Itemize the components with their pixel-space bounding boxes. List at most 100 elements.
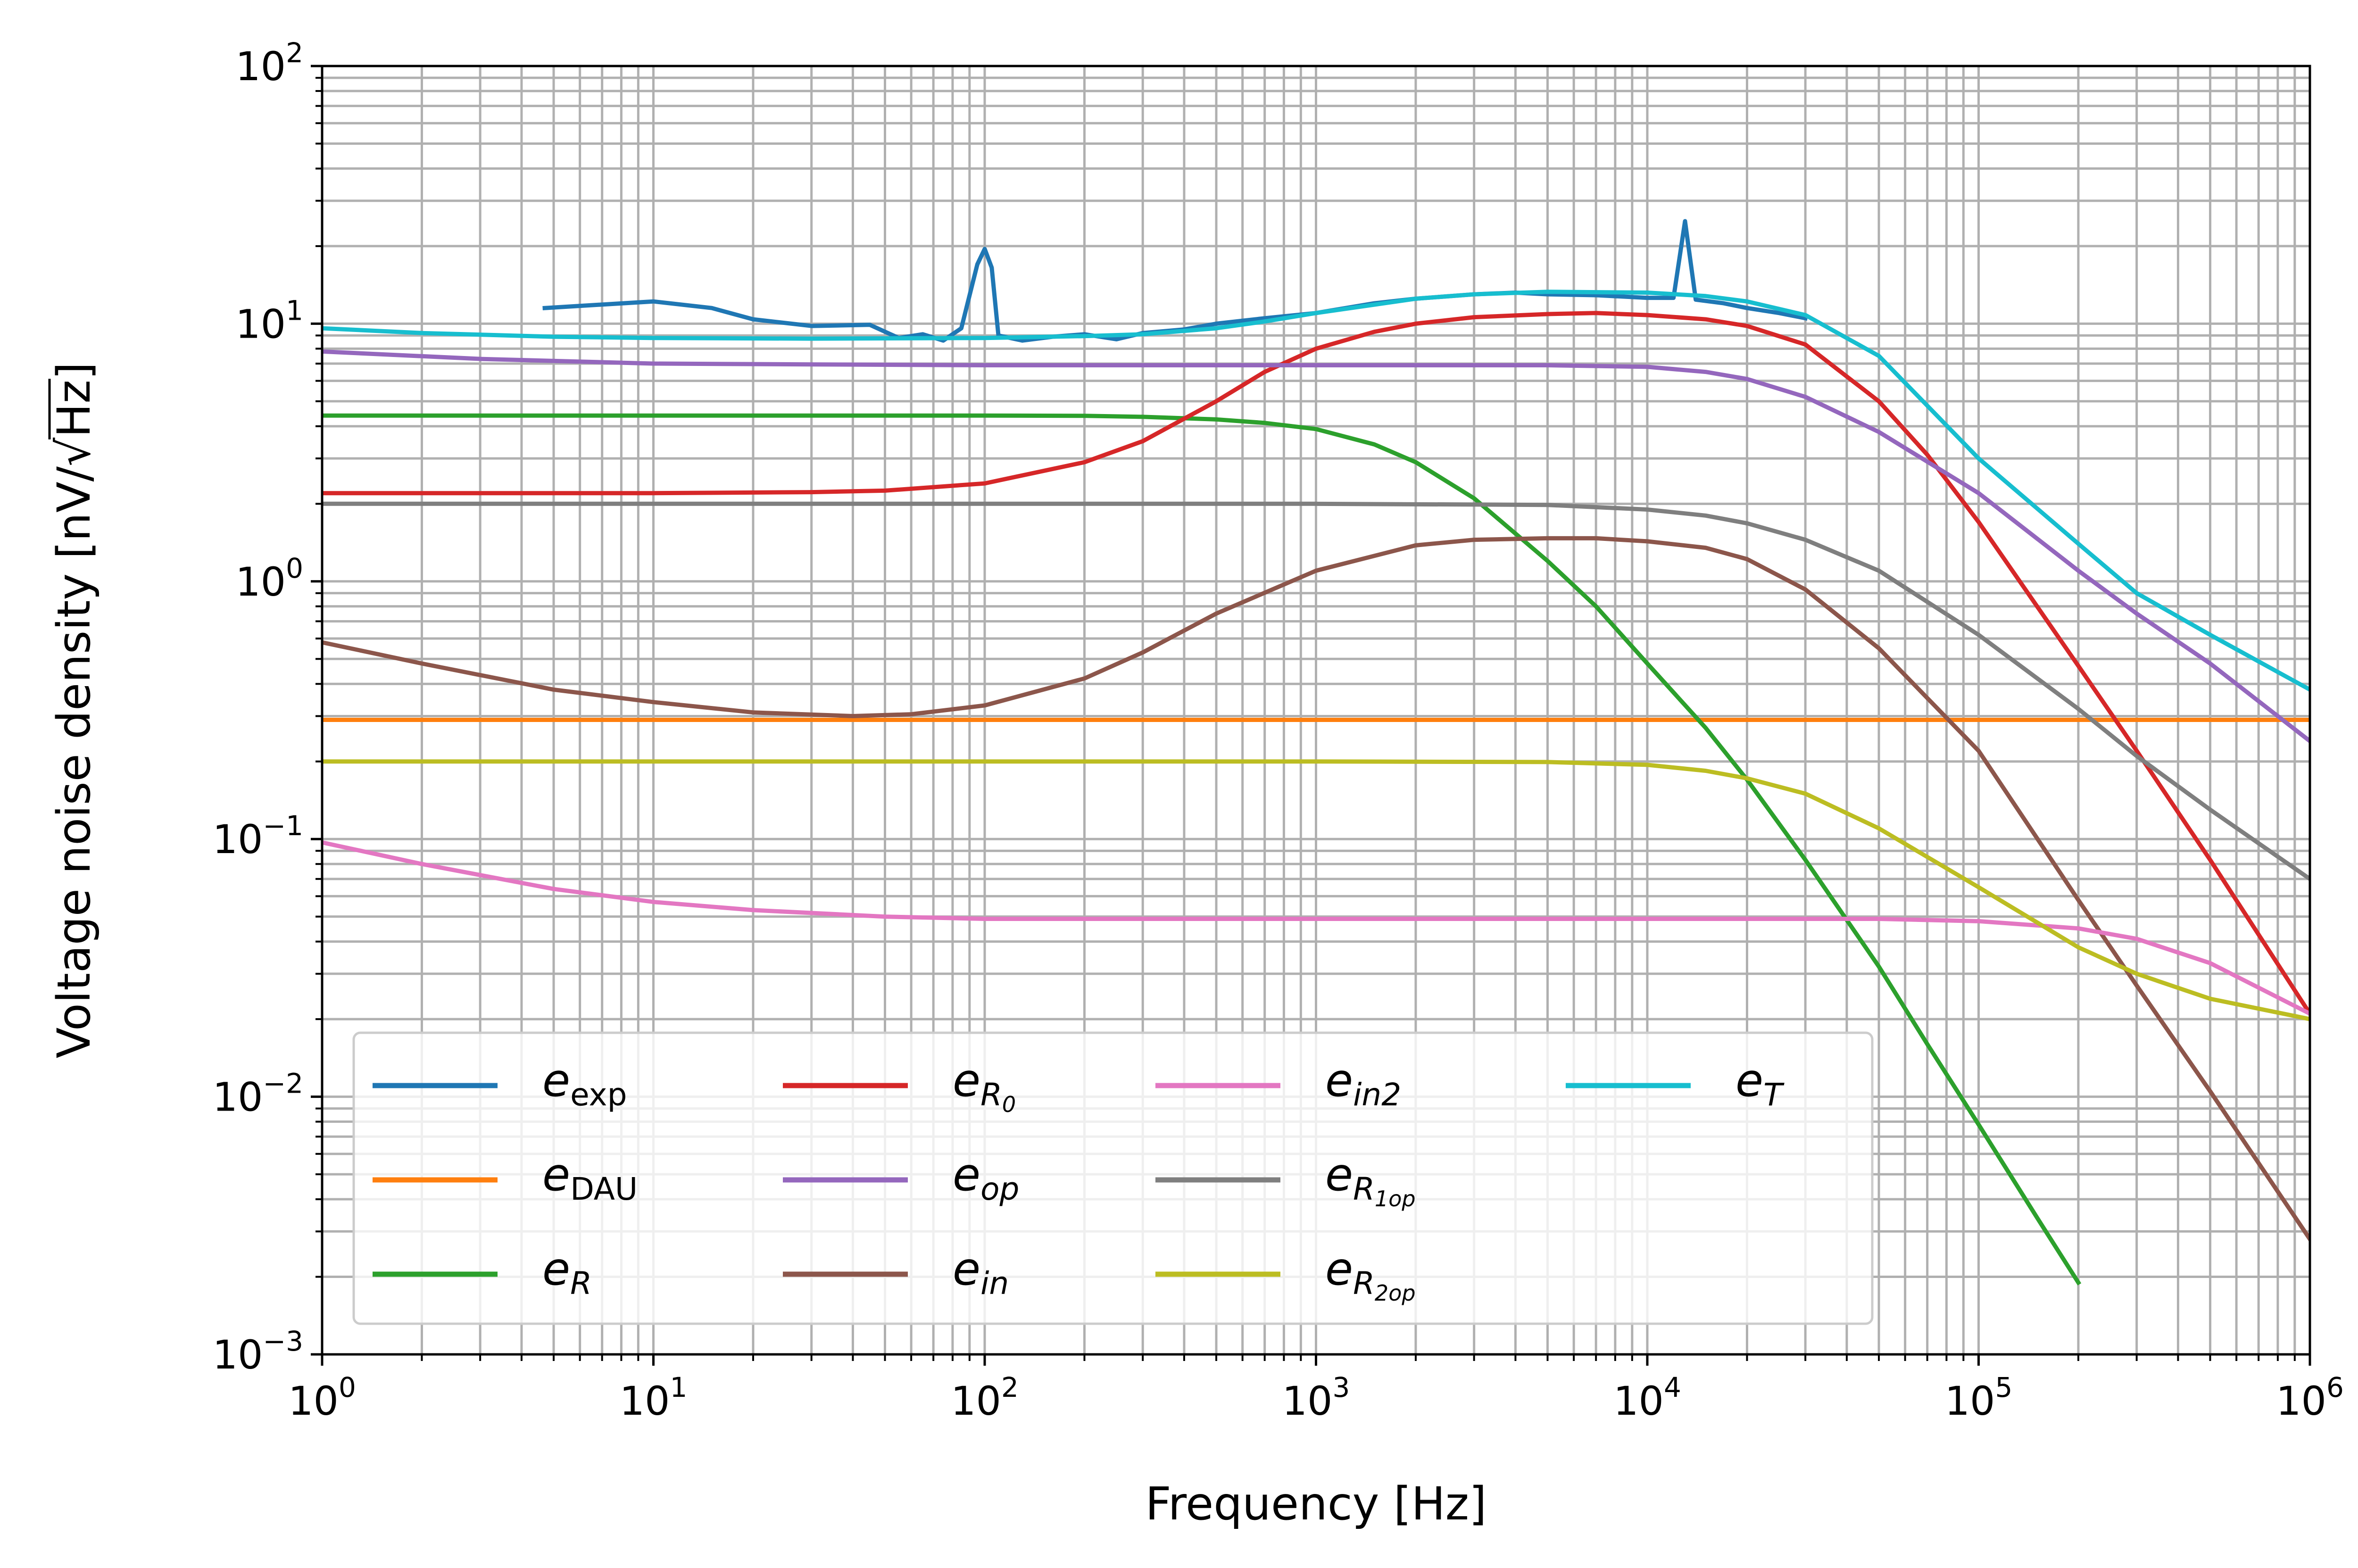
legend-subscript: R — [1353, 1265, 1375, 1302]
x-tick-base: 10 — [1282, 1378, 1333, 1424]
x-tick-label: 103 — [1282, 1371, 1350, 1424]
y-axis-label-group: Voltage noise density [nV/√Hz] — [48, 362, 100, 1058]
x-tick-exponent: 4 — [1664, 1371, 1681, 1403]
legend-label: eR2op — [1325, 1243, 1416, 1306]
y-tick-label: 10−1 — [213, 810, 303, 863]
y-tick-label: 10−3 — [213, 1325, 303, 1378]
axis-ticks — [311, 65, 2311, 1366]
legend-main: e — [542, 1243, 570, 1295]
x-tick-labels: 100 101 102 103 104 105 106 — [288, 1371, 2344, 1424]
y-tick-base: 10 — [235, 301, 286, 347]
legend-label: eDAU — [542, 1148, 638, 1207]
legend-main: e — [953, 1243, 980, 1295]
legend-item-e-r0: eR0 — [783, 1054, 1016, 1117]
legend-subsubscript: 2op — [1375, 1280, 1416, 1306]
x-tick-label: 100 — [288, 1371, 356, 1424]
legend-main: e — [1735, 1054, 1763, 1107]
y-tick-base: 10 — [213, 1074, 263, 1120]
legend-main: e — [953, 1054, 980, 1107]
x-tick-exponent: 1 — [670, 1371, 687, 1403]
legend-subscript: in — [980, 1265, 1009, 1302]
series-lines — [322, 219, 2310, 1286]
legend-box — [352, 1031, 1874, 1325]
x-tick-exponent: 3 — [1332, 1371, 1350, 1403]
legend-subscript: R — [570, 1265, 592, 1302]
legend-item-e-t: eT — [1566, 1054, 1785, 1113]
x-tick-exponent: 5 — [1995, 1371, 2012, 1403]
legend-label: ein2 — [1325, 1054, 1401, 1113]
legend-main: e — [542, 1054, 570, 1107]
legend-subscript: R — [980, 1077, 1002, 1113]
y-tick-exponent: 1 — [286, 294, 303, 326]
legend-item-e-r1op: eR1op — [1155, 1148, 1416, 1211]
legend-main: e — [1325, 1054, 1353, 1107]
y-tick-exponent: −3 — [263, 1325, 304, 1357]
y-tick-base: 10 — [235, 43, 286, 90]
y-tick-label: 10−2 — [213, 1068, 303, 1120]
y-tick-base: 10 — [213, 1332, 263, 1378]
legend-item-e-dau: eDAU — [373, 1148, 638, 1207]
y-tick-label: 102 — [235, 37, 303, 90]
series-line-e-in2 — [322, 840, 2310, 1016]
legend-subscript: DAU — [570, 1171, 638, 1207]
legend-item-e-in: ein — [783, 1243, 1009, 1302]
legend-main: e — [1325, 1243, 1353, 1295]
legend-item-e-in2: ein2 — [1155, 1054, 1401, 1113]
legend-item-e-r2op: eR2op — [1155, 1243, 1416, 1306]
series-line-e-r — [322, 413, 2082, 1286]
series-line-e-in — [322, 536, 2310, 1242]
legend-subscript: in2 — [1353, 1077, 1401, 1113]
sqrt-sign: √ — [48, 437, 100, 466]
x-tick-base: 10 — [951, 1378, 1001, 1424]
legend-subscript: T — [1763, 1077, 1785, 1113]
y-tick-exponent: −2 — [263, 1068, 304, 1100]
y-tick-base: 10 — [235, 559, 286, 605]
x-tick-label: 104 — [1613, 1371, 1681, 1424]
legend-main: e — [542, 1148, 570, 1201]
x-tick-label: 101 — [620, 1371, 688, 1424]
y-tick-exponent: 0 — [286, 552, 303, 584]
legend-subscript: exp — [570, 1077, 627, 1113]
legend-label: eR1op — [1325, 1148, 1416, 1211]
y-tick-exponent: 2 — [286, 37, 303, 69]
legend-subsubscript: 1op — [1375, 1186, 1416, 1211]
x-tick-label: 102 — [951, 1371, 1019, 1424]
x-tick-label: 105 — [1945, 1371, 2013, 1424]
series-line-e-t — [322, 290, 2310, 692]
legend-subscript: op — [980, 1171, 1019, 1207]
legend-item-e-op: eop — [783, 1148, 1019, 1207]
series-line-e-r0 — [322, 311, 2310, 1017]
x-tick-label: 106 — [2276, 1371, 2344, 1424]
legend-item-e-exp: eexp — [373, 1054, 627, 1113]
legend-label: ein — [953, 1243, 1009, 1302]
y-axis-label-root: Hz — [48, 380, 100, 438]
legend-main: e — [953, 1148, 980, 1201]
y-axis-label: Voltage noise density [nV/√Hz] — [48, 362, 100, 1058]
x-axis-label: Frequency [Hz] — [1146, 1477, 1487, 1530]
y-tick-exponent: −1 — [263, 810, 304, 842]
y-tick-label: 101 — [235, 294, 303, 347]
legend-label: eR0 — [953, 1054, 1016, 1117]
x-tick-exponent: 0 — [339, 1371, 356, 1403]
x-tick-exponent: 2 — [1001, 1371, 1019, 1403]
legend-label: eR — [542, 1243, 592, 1302]
x-tick-exponent: 6 — [2326, 1371, 2344, 1403]
y-tick-label: 100 — [235, 552, 303, 605]
series-line-e-op — [322, 349, 2310, 744]
series-line-e-r1op — [322, 501, 2310, 882]
x-tick-base: 10 — [2276, 1378, 2326, 1424]
legend-label: eop — [953, 1148, 1019, 1207]
legend-subscript: R — [1353, 1171, 1375, 1207]
legend-label: eT — [1735, 1054, 1785, 1113]
series-line-e-r2op — [322, 759, 2310, 1021]
x-tick-base: 10 — [1613, 1378, 1664, 1424]
y-axis-label-text: Voltage noise density [nV/ — [48, 466, 100, 1058]
y-tick-base: 10 — [213, 816, 263, 863]
legend-subsubscript: 0 — [1002, 1092, 1016, 1117]
legend-label: eexp — [542, 1054, 627, 1113]
y-axis-label-close: ] — [48, 362, 100, 380]
